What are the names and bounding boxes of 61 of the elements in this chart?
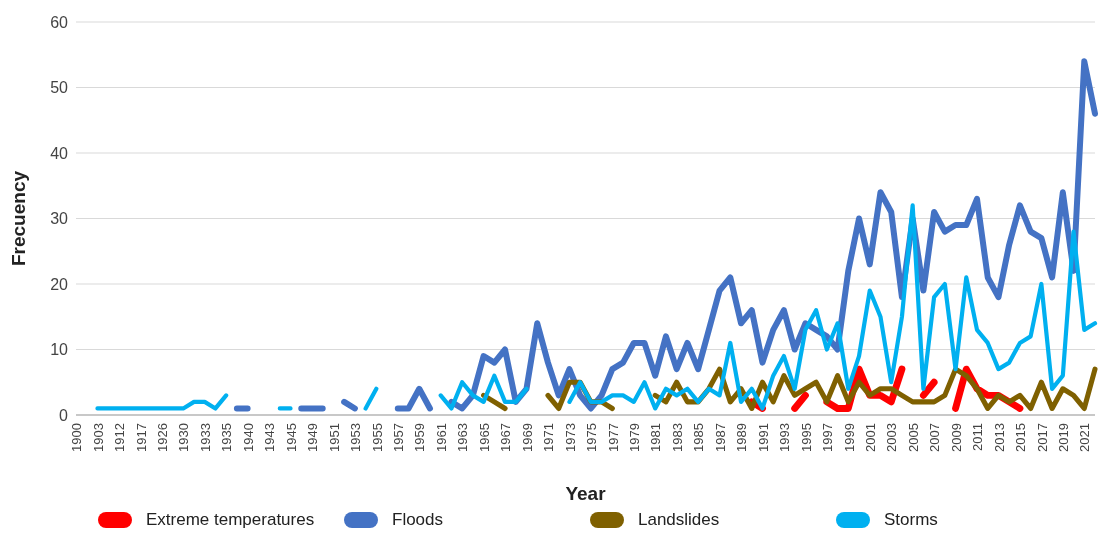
x-tick-label: 1993 [777, 423, 793, 452]
y-axis-title: Frecuency [7, 170, 29, 267]
legend-label: Extreme temperatures [146, 510, 315, 530]
x-tick-label: 1967 [498, 423, 514, 452]
legend-label: Landslides [638, 510, 720, 530]
x-tick-label: 1977 [605, 423, 621, 452]
x-tick-label: 1963 [455, 423, 471, 452]
x-tick-label: 1926 [155, 423, 171, 452]
x-tick-label: 1949 [305, 423, 321, 452]
x-tick-label: 1983 [669, 423, 685, 452]
x-tick-label: 1979 [627, 423, 642, 452]
y-tick-label: 10 [50, 341, 69, 359]
x-tick-label: 1975 [584, 423, 600, 452]
legend-label: Storms [884, 510, 938, 530]
x-tick-label: 1991 [755, 423, 771, 452]
x-tick-label: 1965 [476, 423, 492, 452]
x-tick-label: 2011 [970, 423, 986, 451]
x-tick-label: 1973 [562, 423, 578, 452]
x-tick-label: 1995 [798, 423, 814, 452]
x-tick-label: 1985 [691, 423, 707, 452]
x-tick-label: 1903 [90, 423, 106, 452]
y-tick-label: 20 [50, 275, 69, 293]
x-tick-label: 1981 [648, 423, 664, 452]
x-axis-title: Year [565, 483, 607, 504]
x-tick-label: 2013 [991, 423, 1007, 452]
x-tick-label: 1930 [176, 423, 192, 452]
x-tick-label: 1961 [433, 423, 449, 452]
x-tick-label: 1997 [820, 423, 836, 452]
x-tick-label: 2007 [927, 423, 943, 452]
x-tick-label: 1999 [841, 423, 857, 452]
legend-label: Floods [392, 510, 444, 530]
x-tick-label: 1917 [133, 423, 149, 452]
x-tick-label: 2019 [1056, 423, 1072, 452]
x-tick-label: 1951 [326, 423, 342, 452]
x-tick-label: 1987 [712, 423, 728, 452]
y-tick-label: 30 [50, 210, 69, 228]
x-tick-label: 1900 [69, 423, 85, 452]
x-tick-label: 2015 [1013, 423, 1029, 452]
x-tick-label: 1935 [219, 423, 235, 452]
x-tick-label: 2021 [1077, 423, 1093, 452]
x-tick-label: 1945 [283, 423, 299, 452]
x-tick-label: 1969 [519, 423, 535, 452]
x-tick-label: 1953 [348, 423, 364, 452]
x-tick-label: 2009 [948, 423, 964, 452]
x-tick-label: 1955 [369, 423, 385, 452]
x-tick-label: 1989 [734, 423, 750, 452]
x-tick-label: 1957 [391, 423, 407, 452]
x-tick-label: 2005 [905, 423, 921, 452]
x-tick-label: 1933 [197, 423, 213, 452]
x-tick-label: 2017 [1034, 423, 1050, 452]
y-tick-label: 60 [50, 13, 69, 31]
x-tick-label: 2003 [884, 423, 900, 452]
x-tick-label: 1943 [262, 423, 278, 452]
x-tick-label: 1912 [112, 423, 128, 452]
x-tick-label: 1971 [541, 423, 557, 452]
x-tick-label: 1940 [240, 423, 256, 452]
y-tick-label: 40 [50, 144, 69, 162]
y-tick-label: 0 [59, 406, 69, 424]
x-tick-label: 2001 [862, 423, 878, 452]
x-tick-label: 1959 [412, 423, 428, 452]
y-tick-label: 50 [50, 79, 69, 97]
